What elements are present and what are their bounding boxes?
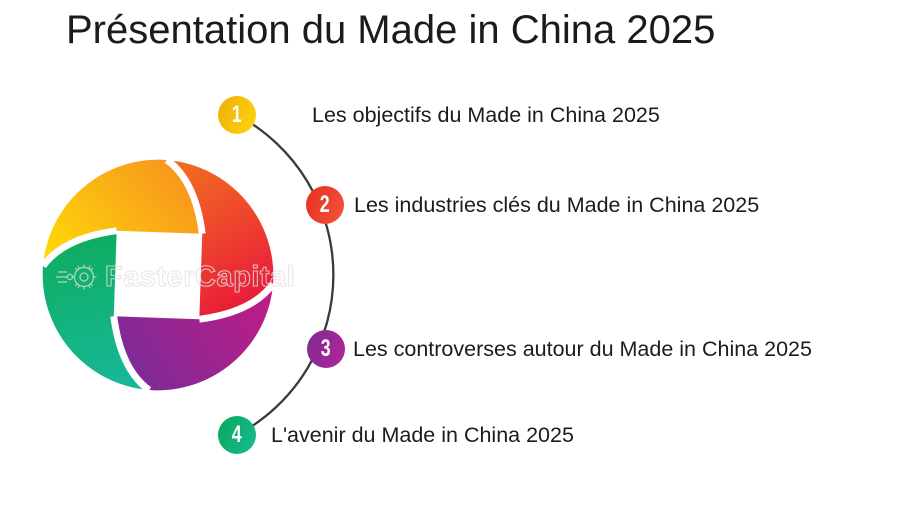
gear-icon: [56, 264, 97, 290]
step-1-number: 1: [232, 101, 242, 128]
step-3-number: 3: [321, 335, 331, 362]
step-4-badge: 4: [218, 416, 256, 454]
step-3-label: Les controverses autour du Made in China…: [353, 337, 812, 361]
step-3-badge: 3: [307, 330, 345, 368]
step-4-label: L'avenir du Made in China 2025: [271, 423, 574, 447]
step-1-badge: 1: [218, 96, 256, 134]
step-2-number: 2: [320, 191, 330, 218]
step-2-badge: 2: [306, 186, 344, 224]
step-2-label: Les industries clés du Made in China 202…: [354, 193, 760, 217]
watermark: FasterCapital: [56, 256, 295, 298]
page-title: Présentation du Made in China 2025: [66, 8, 716, 52]
step-1-label: Les objectifs du Made in China 2025: [312, 103, 660, 127]
watermark-brand: FasterCapital: [104, 260, 296, 293]
step-4-number: 4: [232, 421, 242, 448]
